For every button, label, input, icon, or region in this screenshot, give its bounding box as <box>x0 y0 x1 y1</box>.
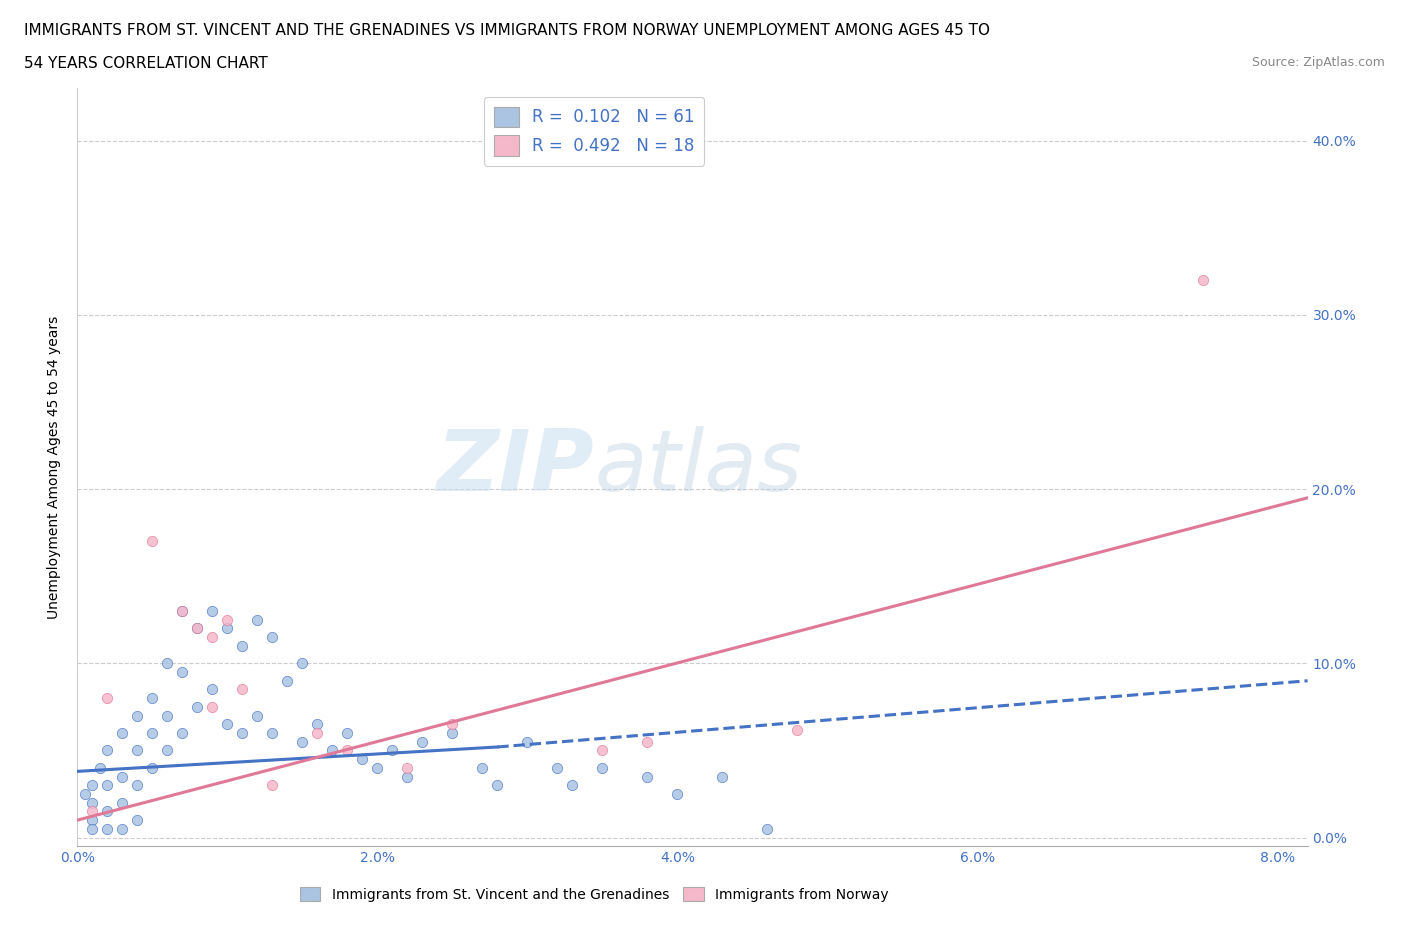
Point <box>111 821 134 836</box>
Point <box>111 769 134 784</box>
Point <box>516 735 538 750</box>
Point <box>231 725 253 740</box>
Point <box>246 708 269 723</box>
Point <box>127 777 149 792</box>
Point <box>666 787 689 802</box>
Point <box>486 777 509 792</box>
Point <box>291 735 314 750</box>
Point <box>186 699 208 714</box>
Point <box>201 630 224 644</box>
Point <box>201 699 224 714</box>
Point <box>82 804 104 819</box>
Point <box>82 777 104 792</box>
Point <box>711 769 734 784</box>
Point <box>127 813 149 828</box>
Point <box>82 821 104 836</box>
Point <box>96 777 118 792</box>
Point <box>172 604 194 618</box>
Point <box>127 743 149 758</box>
Point <box>186 621 208 636</box>
Point <box>217 717 239 732</box>
Point <box>636 769 658 784</box>
Text: atlas: atlas <box>595 426 801 509</box>
Point <box>141 725 163 740</box>
Point <box>141 691 163 706</box>
Point <box>82 813 104 828</box>
Point <box>231 639 253 654</box>
Text: IMMIGRANTS FROM ST. VINCENT AND THE GRENADINES VS IMMIGRANTS FROM NORWAY UNEMPLO: IMMIGRANTS FROM ST. VINCENT AND THE GREN… <box>24 23 990 38</box>
Point <box>201 682 224 697</box>
Point <box>96 743 118 758</box>
Point <box>82 795 104 810</box>
Point <box>786 722 808 737</box>
Point <box>591 761 613 776</box>
Point <box>561 777 583 792</box>
Point <box>111 725 134 740</box>
Text: Source: ZipAtlas.com: Source: ZipAtlas.com <box>1251 56 1385 69</box>
Point <box>307 717 329 732</box>
Point <box>96 691 118 706</box>
Point <box>262 630 284 644</box>
Text: 54 YEARS CORRELATION CHART: 54 YEARS CORRELATION CHART <box>24 56 267 71</box>
Point <box>217 621 239 636</box>
Point <box>141 761 163 776</box>
Point <box>231 682 253 697</box>
Point <box>291 656 314 671</box>
Y-axis label: Unemployment Among Ages 45 to 54 years: Unemployment Among Ages 45 to 54 years <box>48 315 62 619</box>
Point <box>172 725 194 740</box>
Point <box>307 725 329 740</box>
Point <box>141 534 163 549</box>
Point <box>396 769 419 784</box>
Point <box>276 673 298 688</box>
Text: ZIP: ZIP <box>436 426 595 509</box>
Point <box>321 743 343 758</box>
Point <box>73 787 96 802</box>
Point <box>381 743 404 758</box>
Point <box>336 725 359 740</box>
Point <box>352 751 374 766</box>
Point <box>366 761 388 776</box>
Point <box>396 761 419 776</box>
Point <box>246 612 269 627</box>
Point <box>336 743 359 758</box>
Point <box>127 708 149 723</box>
Point <box>172 604 194 618</box>
Point <box>411 735 433 750</box>
Point <box>756 821 779 836</box>
Point <box>89 761 111 776</box>
Point <box>201 604 224 618</box>
Point <box>96 821 118 836</box>
Point <box>1191 272 1213 287</box>
Point <box>156 656 179 671</box>
Point <box>636 735 658 750</box>
Point <box>217 612 239 627</box>
Point <box>156 743 179 758</box>
Point <box>441 725 464 740</box>
Point <box>96 804 118 819</box>
Point <box>591 743 613 758</box>
Point <box>262 725 284 740</box>
Point <box>471 761 494 776</box>
Point <box>546 761 568 776</box>
Point <box>441 717 464 732</box>
Point <box>111 795 134 810</box>
Point <box>156 708 179 723</box>
Point <box>172 665 194 680</box>
Point <box>186 621 208 636</box>
Point <box>262 777 284 792</box>
Legend: Immigrants from St. Vincent and the Grenadines, Immigrants from Norway: Immigrants from St. Vincent and the Gren… <box>294 882 894 908</box>
